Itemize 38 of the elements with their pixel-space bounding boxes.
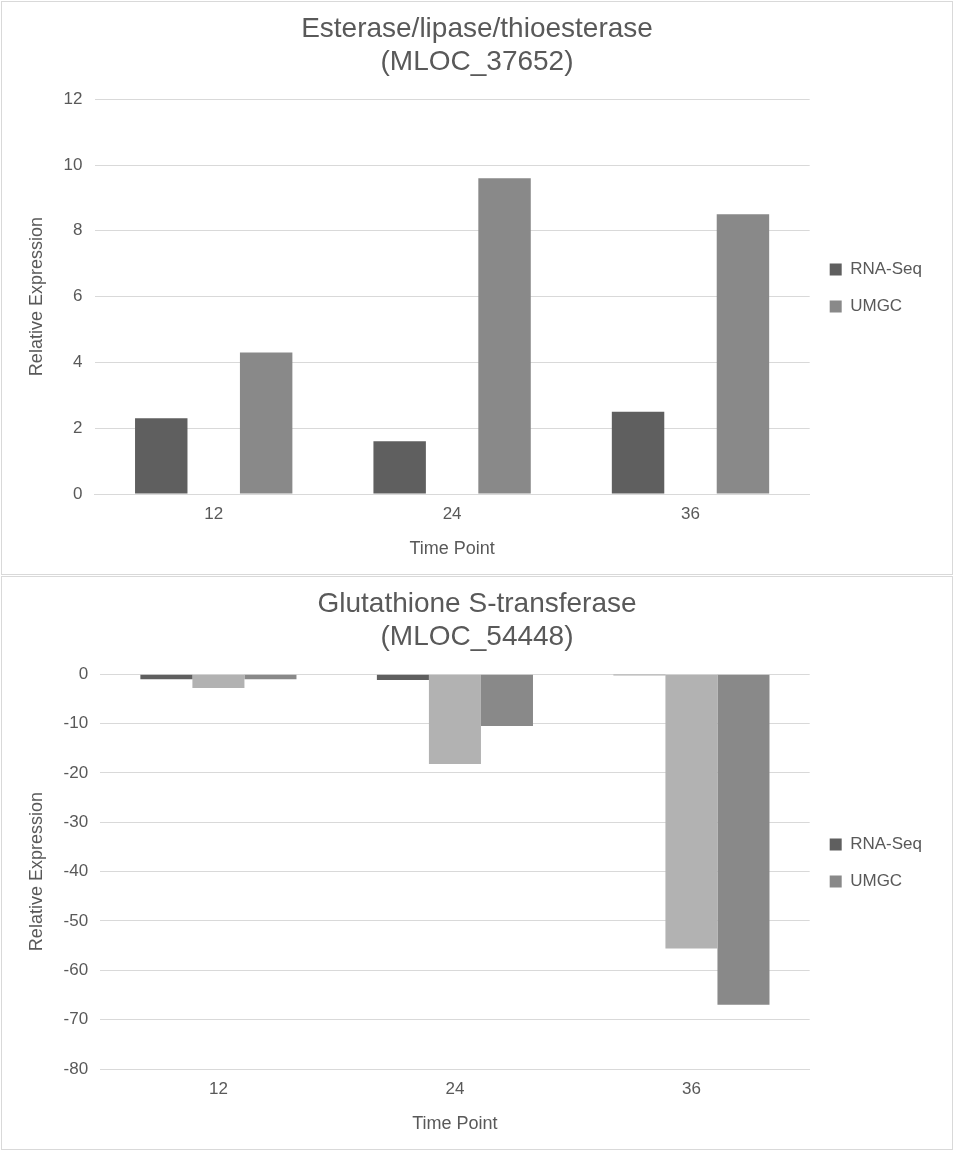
y-tick-label: 4: [73, 352, 83, 372]
bar: [135, 418, 188, 494]
bar: [611, 411, 665, 494]
x-axis-title: Time Point: [412, 1113, 498, 1134]
x-axis-title: Time Point: [409, 538, 495, 559]
x-tick-label: 12: [204, 503, 224, 523]
x-tick-label: 24: [445, 1078, 465, 1098]
y-tick-label: 2: [73, 417, 83, 437]
y-tick-label: 6: [73, 286, 83, 306]
bar: [373, 441, 426, 494]
y-tick-label: -10: [63, 713, 89, 733]
legend-label: UMGC: [850, 871, 903, 891]
x-tick-label: 24: [442, 503, 462, 523]
x-tick-label: 36: [681, 503, 700, 523]
y-tick-label: -80: [63, 1058, 89, 1078]
y-tick-label: -70: [63, 1009, 89, 1029]
chart-title: Esterase/lipase/thioesterase (MLOC_37652): [301, 11, 653, 77]
bar: [716, 214, 770, 494]
y-tick-label: 8: [73, 220, 83, 240]
legend-label: RNA-Seq: [850, 259, 923, 279]
chart-title: Glutathione S-transferase (MLOC_54448): [317, 586, 637, 652]
y-tick-label: -20: [63, 762, 89, 782]
y-tick-label: -60: [63, 959, 89, 979]
y-tick-label: -40: [63, 861, 89, 881]
legend-label: UMGC: [850, 296, 903, 316]
y-tick-label: 0: [73, 483, 83, 503]
legend-label: RNA-Seq: [850, 834, 923, 854]
bar: [478, 178, 531, 494]
y-axis-title: Relative Expression: [25, 792, 46, 952]
y-tick-label: -50: [63, 910, 89, 930]
bar: [239, 352, 293, 494]
y-tick-label: 10: [63, 154, 83, 174]
y-axis-title: Relative Expression: [25, 217, 46, 377]
y-tick-label: 0: [78, 663, 89, 683]
y-tick-label: 12: [63, 88, 83, 108]
x-tick-label: 12: [208, 1078, 228, 1098]
y-tick-label: -30: [63, 811, 89, 831]
x-tick-label: 36: [681, 1078, 701, 1098]
